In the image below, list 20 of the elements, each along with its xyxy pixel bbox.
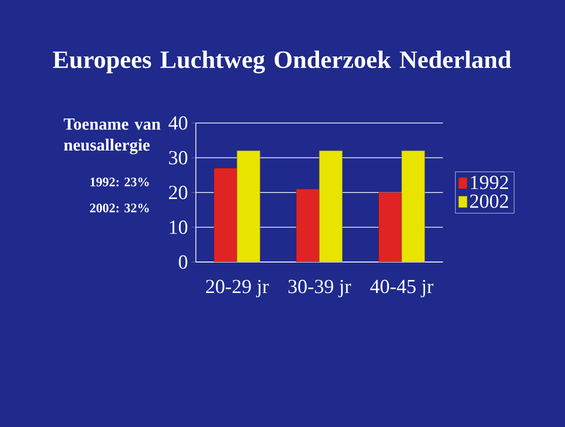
y-tick-label: 0: [178, 255, 188, 269]
text: 1992: 23%: [90, 178, 149, 186]
y-tick-label: 30: [169, 151, 188, 164]
bar: [236, 150, 260, 262]
text: 2002: 32%: [90, 204, 149, 212]
bar: [296, 188, 320, 262]
bar: [401, 150, 425, 262]
legend-label: 1992: [471, 176, 508, 190]
y-tick-label: 40: [168, 116, 188, 130]
y-tick-label: 20: [169, 186, 188, 200]
legend-label: 2002: [470, 194, 508, 208]
text: Toename van neusallergie: [64, 118, 160, 154]
x-tick-label: 40-45 jr: [370, 280, 434, 298]
x-tick-label: 20-29 jr: [206, 280, 269, 298]
y-tick-label: 10: [170, 220, 188, 234]
x-tick-label: 30-39 jr: [288, 280, 351, 298]
bar: [319, 150, 343, 262]
bar: [214, 168, 238, 262]
chart-title: Europees Luchtweg Onderzoek Nederland: [52, 50, 512, 74]
bar: [378, 192, 402, 262]
